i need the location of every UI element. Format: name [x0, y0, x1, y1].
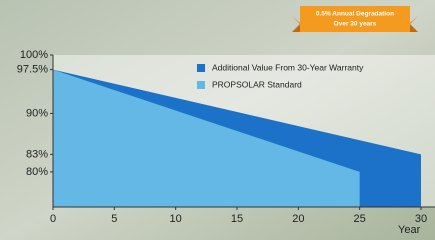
chart: 0.5% Annual Degradation Over 30 years Ye… — [0, 0, 435, 240]
y-tick-label: 80% — [26, 166, 48, 178]
legend-label: Additional Value From 30-Year Warranty — [212, 62, 364, 72]
badge: 0.5% Annual Degradation Over 30 years — [292, 6, 418, 32]
legend-label: PROPSOLAR Standard — [212, 79, 302, 89]
x-tick-label: 0 — [50, 213, 56, 225]
y-tick-label: 97.5% — [17, 64, 48, 76]
y-tick-label: 83% — [26, 148, 48, 160]
x-axis-label: Year — [398, 224, 421, 236]
x-tick-label: 10 — [170, 213, 182, 225]
x-tick-label: 20 — [292, 213, 304, 225]
legend-swatch — [197, 64, 205, 72]
x-tick-label: 30 — [415, 213, 427, 225]
y-tick-label: 90% — [26, 107, 48, 119]
badge-text: Over 30 years — [334, 21, 377, 28]
y-tick-label: 100% — [20, 49, 48, 61]
x-tick-label: 15 — [231, 213, 243, 225]
legend-swatch — [197, 81, 205, 89]
x-tick-label: 25 — [354, 213, 366, 225]
x-tick-label: 5 — [111, 213, 117, 225]
badge-text: 0.5% Annual Degradation — [316, 11, 394, 18]
